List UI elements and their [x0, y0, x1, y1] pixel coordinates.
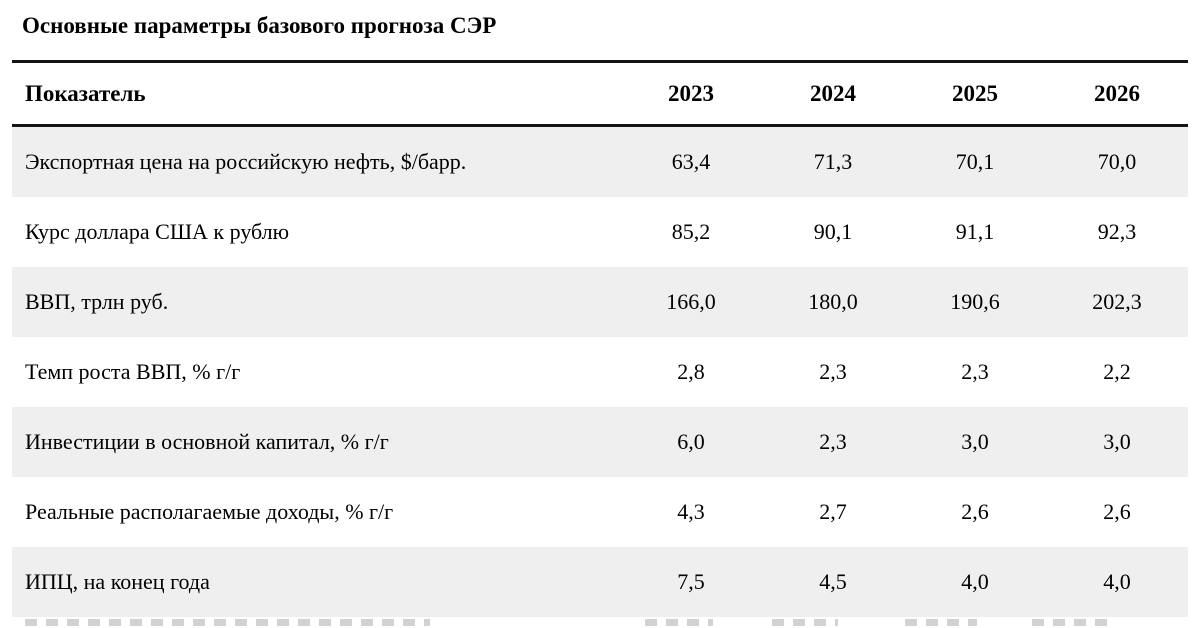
cell-2026: 3,0: [1103, 429, 1131, 454]
cell-2025: 3,0: [961, 429, 989, 454]
cell-2025: 70,1: [955, 149, 995, 174]
cell-2025: 4,0: [961, 569, 989, 594]
row-label: Инвестиции в основной капитал, % г/г: [25, 429, 389, 454]
cell-2023: 63,4: [671, 149, 711, 174]
table-top-rule: [12, 60, 1188, 63]
cell-2023: 2,8: [677, 359, 705, 384]
truncated-row-label-fragment: [25, 619, 430, 626]
row-label: ИПЦ, на конец года: [25, 569, 210, 594]
cell-2026: 70,0: [1097, 149, 1137, 174]
table-header-rule: [12, 124, 1188, 127]
cell-2026: 2,6: [1103, 499, 1131, 524]
cell-2023: 7,5: [677, 569, 705, 594]
cell-2023: 85,2: [671, 219, 711, 244]
column-header-2024: 2024: [810, 80, 856, 106]
cell-2024: 2,7: [819, 499, 847, 524]
table-row: Инвестиции в основной капитал, % г/г 6,0…: [12, 407, 1188, 477]
row-label: Экспортная цена на российскую нефть, $/б…: [25, 149, 467, 174]
table-header-row: Показатель 2023 2024 2025 2026: [12, 63, 1188, 124]
cell-2023: 6,0: [677, 429, 705, 454]
cell-2026: 202,3: [1092, 289, 1142, 314]
cell-2024: 71,3: [813, 149, 853, 174]
cell-2025: 2,3: [961, 359, 989, 384]
row-label: ВВП, трлн руб.: [25, 289, 169, 314]
table-row: Экспортная цена на российскую нефть, $/б…: [12, 127, 1188, 197]
cell-2026: 4,0: [1103, 569, 1131, 594]
row-label: Курс доллара США к рублю: [25, 219, 290, 244]
cell-2023: 4,3: [677, 499, 705, 524]
cell-2025: 190,6: [950, 289, 1000, 314]
row-label: Реальные располагаемые доходы, % г/г: [25, 499, 394, 524]
table-row: Темп роста ВВП, % г/г 2,8 2,3 2,3 2,2: [12, 337, 1188, 407]
truncated-row: [0, 619, 1200, 628]
cell-2024: 4,5: [819, 569, 847, 594]
row-label: Темп роста ВВП, % г/г: [25, 359, 241, 384]
cell-2024: 180,0: [808, 289, 858, 314]
truncated-row-value-fragment: [905, 619, 977, 626]
truncated-row-value-fragment: [1032, 619, 1110, 626]
table-row: ВВП, трлн руб. 166,0 180,0 190,6 202,3: [12, 267, 1188, 337]
page-title: Основные параметры базового прогноза СЭР: [22, 13, 497, 38]
cell-2025: 2,6: [961, 499, 989, 524]
column-header-2023: 2023: [668, 80, 714, 106]
cell-2025: 91,1: [955, 219, 995, 244]
cell-2026: 92,3: [1097, 219, 1137, 244]
column-header-2025: 2025: [952, 80, 998, 106]
cell-2023: 166,0: [666, 289, 716, 314]
cell-2024: 2,3: [819, 429, 847, 454]
table-row: Реальные располагаемые доходы, % г/г 4,3…: [12, 477, 1188, 547]
truncated-row-value-fragment: [772, 619, 838, 626]
cell-2026: 2,2: [1103, 359, 1131, 384]
column-header-indicator: Показатель: [25, 80, 146, 106]
table-row: Курс доллара США к рублю 85,2 90,1 91,1 …: [12, 197, 1188, 267]
cell-2024: 90,1: [813, 219, 853, 244]
cell-2024: 2,3: [819, 359, 847, 384]
truncated-row-value-fragment: [645, 619, 713, 626]
table-body: Экспортная цена на российскую нефть, $/б…: [12, 127, 1188, 617]
forecast-table: Показатель 2023 2024 2025 2026 Экспортна…: [12, 60, 1188, 617]
table-row: ИПЦ, на конец года 7,5 4,5 4,0 4,0: [12, 547, 1188, 617]
column-header-2026: 2026: [1094, 80, 1140, 106]
